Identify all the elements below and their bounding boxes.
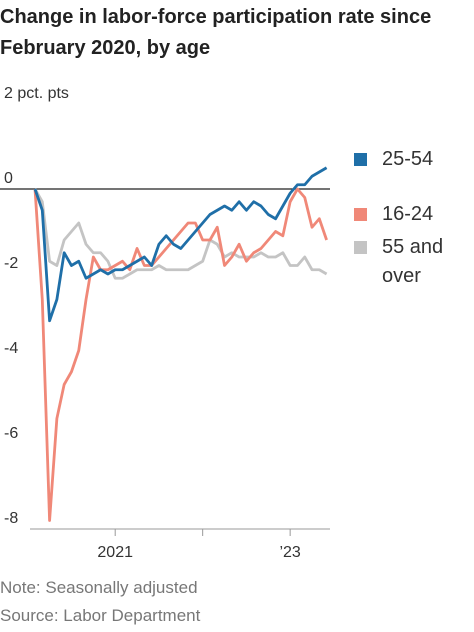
series-line — [33, 188, 328, 280]
legend-item: 25-54 — [354, 145, 472, 174]
chart-title: Change in labor-force participation rate… — [0, 6, 432, 59]
note: Note: Seasonally adjusted — [0, 578, 198, 597]
y-tick-label: 2 pct. pts — [4, 85, 69, 102]
y-tick-label: -6 — [4, 425, 18, 442]
series-line — [33, 187, 328, 522]
legend-swatch — [354, 208, 367, 221]
legend-swatch — [354, 153, 367, 166]
y-tick-label: -4 — [4, 340, 18, 357]
legend-label: 25-54 — [382, 148, 434, 170]
legend-item: 55 and over — [354, 233, 472, 291]
legend-label: 16-24 — [382, 203, 434, 225]
y-tick-label: -8 — [4, 510, 18, 527]
y-tick-label: -2 — [4, 255, 18, 272]
x-tick-label: 2021 — [97, 544, 133, 561]
y-tick-label: 0 — [4, 170, 13, 187]
x-tick-label: ’23 — [279, 544, 300, 561]
source: Source: Labor Department — [0, 606, 201, 625]
legend-item: 16-24 — [354, 200, 472, 229]
series-line — [33, 166, 328, 323]
legend-label: 55 and over — [382, 236, 444, 287]
legend-swatch — [354, 241, 367, 254]
